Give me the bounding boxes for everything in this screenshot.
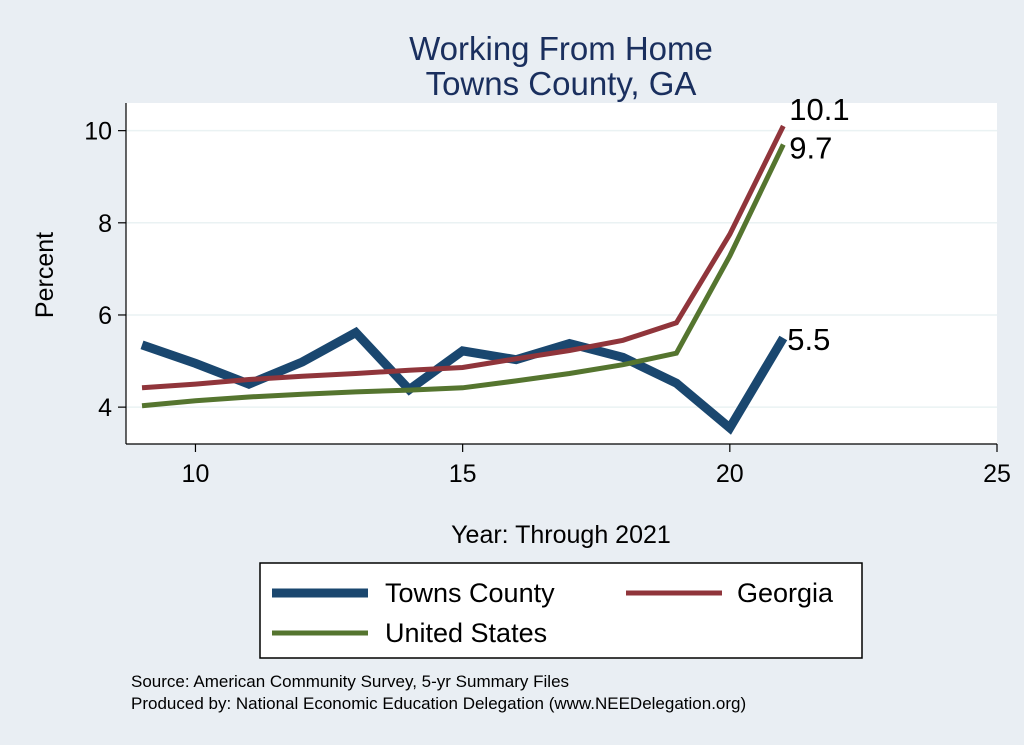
- y-tick-label-4: 4: [98, 394, 112, 422]
- end-labels: 5.5 10.19.7: [787, 92, 849, 357]
- x-tick-label-25: 25: [983, 460, 1011, 488]
- legend-box: [259, 562, 863, 659]
- x-tick-label-10: 10: [182, 460, 210, 488]
- x-axis-title: Year: Through 2021: [451, 521, 671, 549]
- end-label-towns-county: 5.5: [787, 322, 830, 357]
- y-tick-label-6: 6: [98, 302, 112, 330]
- x-tick-label-20: 20: [716, 460, 744, 488]
- end-label-georgia: 10.1: [789, 92, 849, 127]
- series-line-towns-county: [140, 326, 788, 435]
- producer-note: Produced by: National Economic Education…: [131, 694, 746, 713]
- plot-area: [126, 103, 997, 444]
- legend-label-towns-county: Towns County: [385, 578, 555, 608]
- series-lines: [140, 124, 788, 435]
- x-tick-label-15: 15: [449, 460, 477, 488]
- y-tick-label-10: 10: [84, 118, 112, 146]
- end-label-united-states: 9.7: [789, 130, 832, 165]
- source-note: Source: American Community Survey, 5-yr …: [131, 672, 569, 691]
- chart-title: Working From Home: [409, 30, 713, 67]
- legend-label-georgia: Georgia: [737, 578, 834, 608]
- legend-label-united-states: United States: [385, 618, 547, 648]
- series-line-united-states: [141, 143, 786, 409]
- y-axis-title: Percent: [31, 232, 59, 318]
- axes: 4 6 8 10 10 15 20 25: [84, 103, 1011, 488]
- legend: Towns County Georgia United States: [259, 562, 863, 659]
- chart-subtitle: Towns County, GA: [426, 65, 697, 102]
- grid-lines: [126, 129, 997, 408]
- series-line-georgia: [141, 124, 786, 391]
- y-tick-label-8: 8: [98, 210, 112, 238]
